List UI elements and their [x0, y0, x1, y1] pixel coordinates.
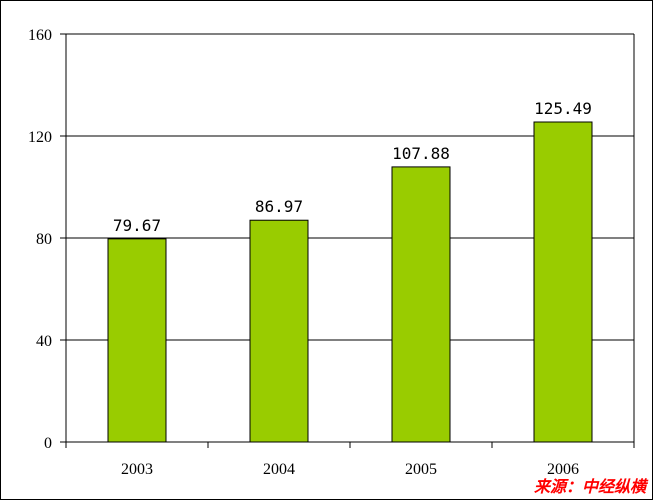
y-tick-label: 0	[44, 435, 52, 452]
bar-2005	[391, 166, 451, 443]
bar-2003	[107, 238, 167, 443]
y-tick-label: 120	[28, 129, 52, 146]
source-note: 来源：中经纵横	[533, 477, 646, 496]
data-labels: 79.67 86.97 107.88 125.49	[113, 99, 592, 235]
data-label-2003: 79.67	[113, 216, 161, 235]
x-tick-labels: 2003 2004 2005 2006	[121, 461, 579, 478]
y-tick-labels: 0 40 80 120 160	[28, 27, 52, 452]
x-tick-label-2005: 2005	[405, 461, 437, 478]
data-label-2005: 107.88	[392, 144, 450, 163]
x-tick-label-2003: 2003	[121, 461, 153, 478]
y-tick-label: 40	[36, 333, 52, 350]
data-label-2006: 125.49	[534, 99, 592, 118]
data-label-2004: 86.97	[255, 197, 303, 216]
bar-2006	[533, 121, 593, 443]
x-tick-label-2006: 2006	[547, 461, 579, 478]
y-tick-label: 80	[36, 231, 52, 248]
y-tick-label: 160	[28, 27, 52, 44]
bars	[107, 121, 593, 443]
axes	[60, 33, 635, 448]
x-tick-label-2004: 2004	[263, 461, 295, 478]
bar-2004	[249, 219, 309, 443]
